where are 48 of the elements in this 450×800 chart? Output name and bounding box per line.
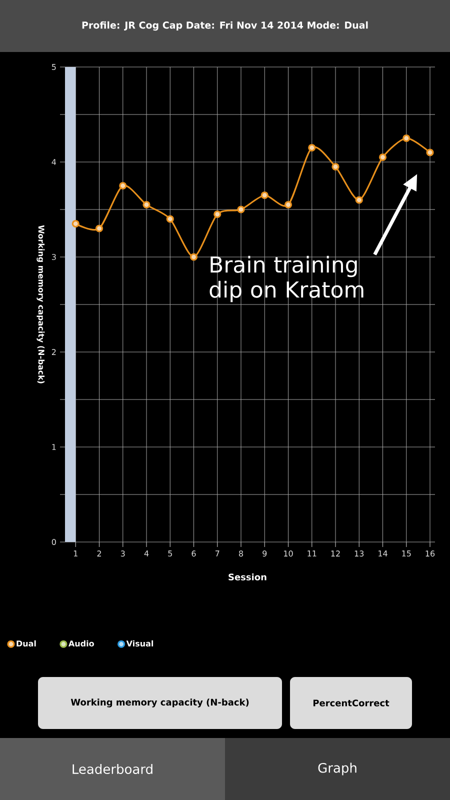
text: PercentCorrect (313, 700, 390, 706)
point (260, 191, 268, 200)
y-tick-label: 2 (52, 349, 56, 355)
x-tick-label: 6 (192, 550, 196, 557)
chart-title: Profile: JR Cog Cap Date: Fri Nov 14 2014 Mode: Dual (82, 21, 368, 31)
y-tick-label: 1 (52, 444, 56, 450)
x-tick-label: 7 (215, 550, 220, 556)
x-tick-label: 12 (331, 550, 340, 556)
x-tick-label: 16 (426, 550, 435, 557)
point (95, 224, 104, 232)
text: Working memory capacity (N-back) (70, 698, 249, 708)
x-tick-label: 9 (262, 550, 267, 557)
x-tick-label: 8 (239, 550, 244, 557)
point (190, 253, 198, 261)
x-tick-label: 13 (354, 550, 364, 557)
text: Leaderboard (72, 764, 152, 774)
legend-label: Audio (68, 640, 94, 647)
x-tick-label: 15 (402, 550, 411, 556)
point (166, 215, 174, 223)
legend-label: Visual (126, 640, 154, 647)
x-tick-label: 5 (168, 550, 172, 556)
x-tick-label: 2 (97, 550, 101, 556)
point (426, 148, 434, 156)
y-tick-label: 0 (52, 538, 56, 546)
y-axis-title: Working memory capacity (N-back) (36, 225, 44, 384)
x-tick-label: 14 (378, 550, 388, 556)
point (214, 210, 222, 218)
x-tick-label: 3 (120, 550, 125, 557)
point (142, 200, 150, 209)
point (355, 196, 363, 204)
x-tick-label: 11 (308, 550, 316, 556)
point (378, 153, 387, 162)
x-axis-title: Session (228, 573, 266, 580)
point (308, 144, 316, 152)
x-tick-label: 1 (74, 550, 78, 556)
legend-label: Dual (16, 640, 36, 647)
x-tick-label: 4 (144, 550, 149, 556)
point (72, 220, 80, 228)
text: Graph (318, 762, 356, 776)
x-tick-label: 10 (284, 550, 293, 557)
y-tick-label: 5 (52, 64, 56, 70)
point (237, 206, 245, 214)
point (119, 182, 127, 190)
y-tick-label: 4 (52, 159, 56, 165)
point (284, 200, 292, 209)
point (402, 134, 410, 142)
point (332, 162, 340, 171)
y-tick-label: 3 (52, 254, 56, 260)
